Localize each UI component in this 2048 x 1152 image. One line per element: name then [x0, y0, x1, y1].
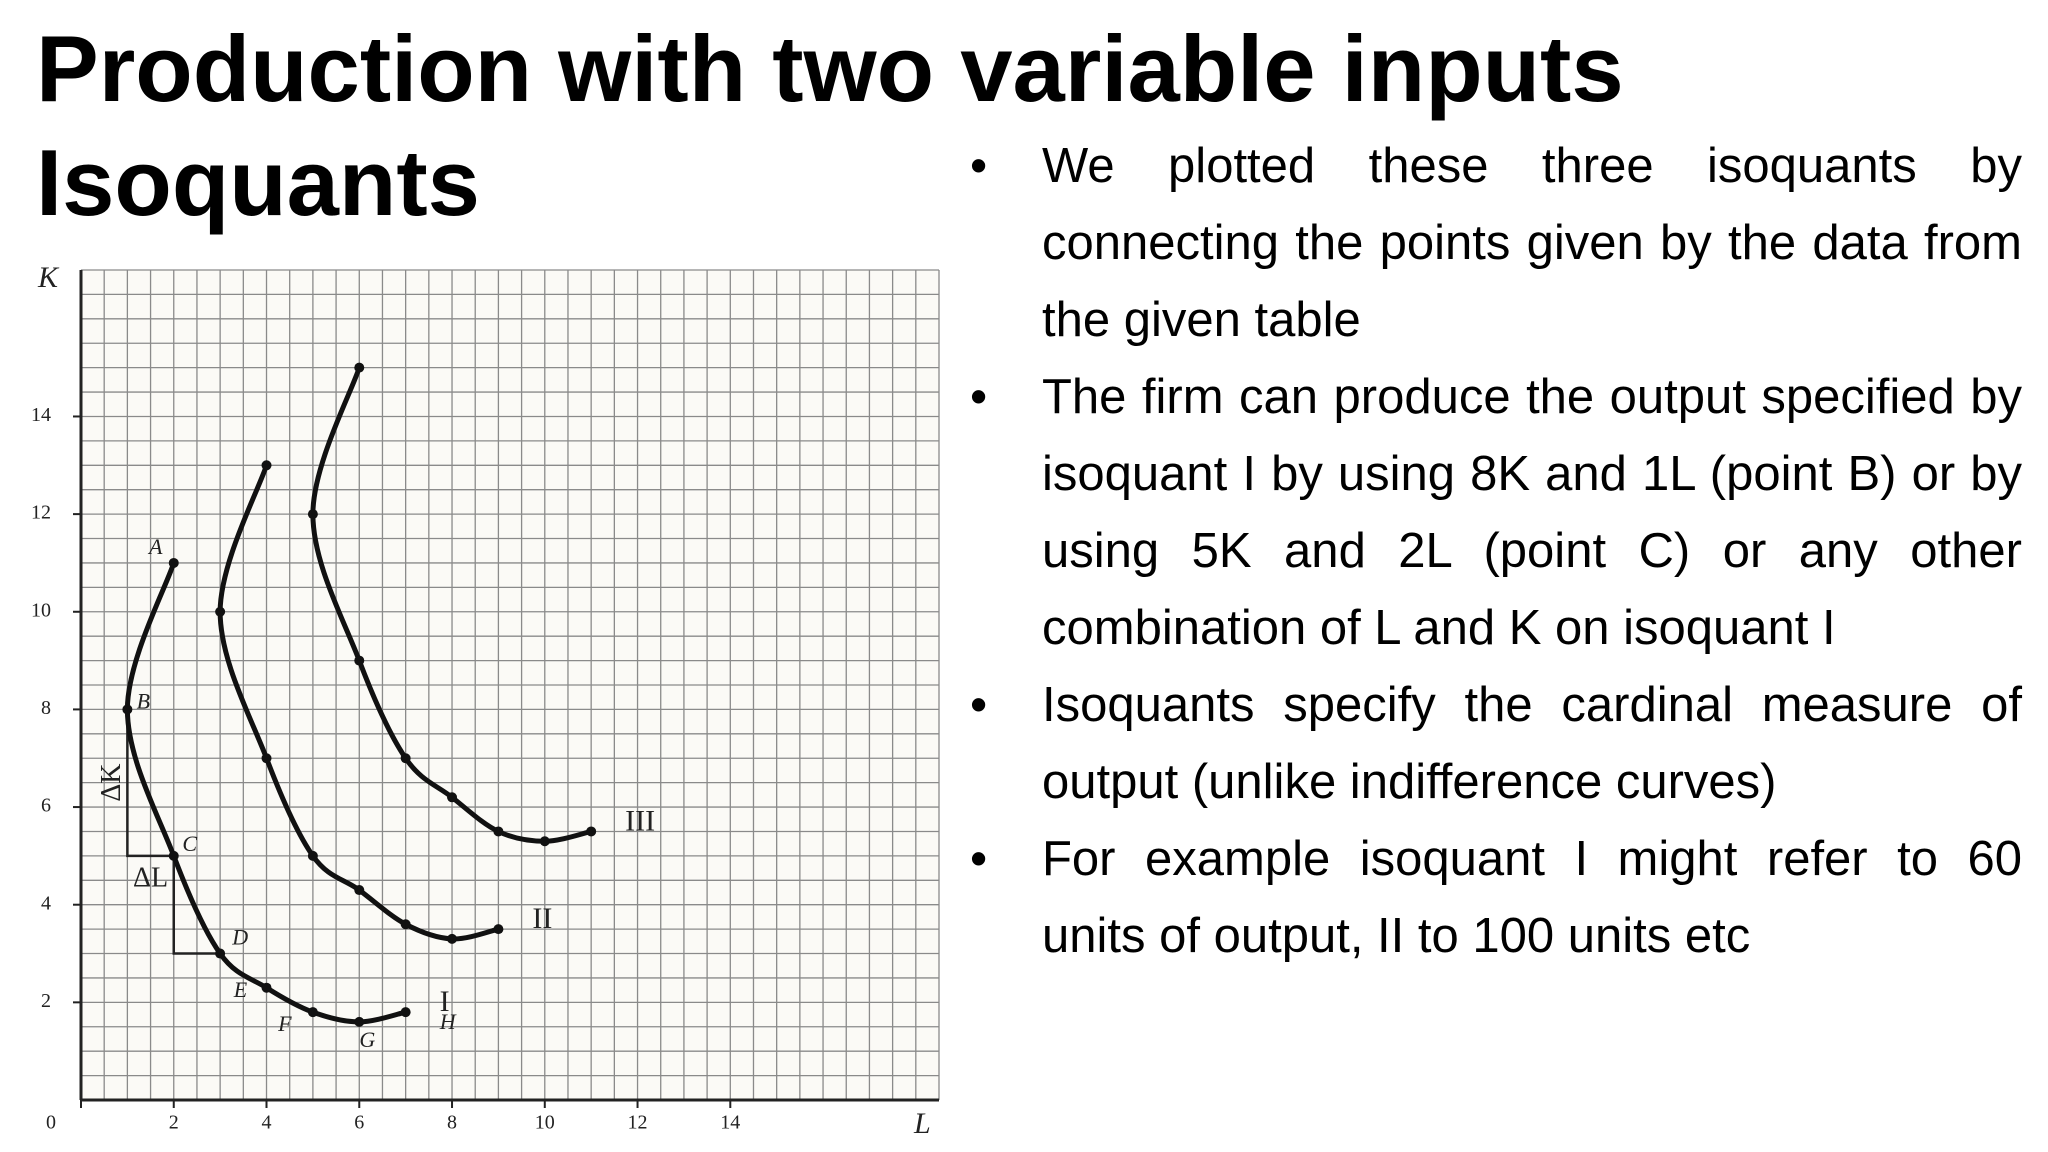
point-label: F — [277, 1011, 292, 1036]
point — [400, 753, 411, 764]
bullet-list: We plotted these three isoquants by conn… — [960, 128, 2022, 975]
curve-label: I — [440, 985, 450, 1018]
point — [261, 982, 272, 993]
annotation: ΔL — [133, 862, 168, 893]
y-tick-label: 8 — [41, 697, 51, 719]
point — [493, 826, 504, 837]
point — [354, 1016, 365, 1027]
curve-label: III — [625, 804, 655, 837]
y-tick-label: 14 — [31, 404, 51, 426]
y-tick-label: 12 — [31, 502, 51, 524]
y-tick-label: 2 — [41, 990, 51, 1012]
point — [261, 753, 272, 764]
slide-subtitle: Isoquants — [36, 130, 480, 235]
point — [447, 792, 458, 803]
x-tick-label: 14 — [720, 1112, 740, 1134]
point — [307, 850, 318, 861]
y-tick-label: 6 — [41, 795, 51, 817]
slide-title: Production with two variable inputs — [36, 16, 1624, 121]
point — [354, 885, 365, 896]
bullet: For example isoquant I might refer to 60… — [960, 821, 2022, 975]
chart: 0 2 4 6 8 10 12 142468101214LKΔKΔLABCDEFGHIIIII… — [31, 261, 940, 1140]
point — [215, 948, 226, 959]
point — [539, 836, 550, 847]
x-tick-label: 12 — [628, 1112, 648, 1134]
point — [400, 919, 411, 930]
point — [215, 606, 226, 617]
x-tick-label: 4 — [262, 1112, 272, 1134]
point — [586, 826, 597, 837]
x-tick-label: 10 — [535, 1112, 555, 1134]
curve-label: II — [532, 902, 552, 935]
point — [493, 924, 504, 935]
point-label: G — [359, 1027, 375, 1052]
point — [354, 655, 365, 666]
bullet: We plotted these three isoquants by conn… — [960, 128, 2022, 359]
point-label: D — [231, 925, 248, 950]
point-label: B — [137, 688, 150, 713]
point — [261, 460, 272, 471]
point — [400, 1007, 411, 1018]
bullet: Isoquants specify the cardinal measure o… — [960, 667, 2022, 821]
x-axis-label: L — [913, 1107, 931, 1140]
point-label: C — [182, 831, 197, 856]
point — [168, 850, 179, 861]
point — [307, 1007, 318, 1018]
bullet: The firm can produce the output specifie… — [960, 359, 2022, 667]
x-tick-label: 8 — [447, 1112, 457, 1134]
annotation: ΔK — [96, 764, 127, 802]
point — [307, 509, 318, 520]
point-label: A — [147, 534, 163, 559]
x-tick-label: 0 — [46, 1112, 56, 1134]
point — [447, 933, 458, 944]
point — [122, 704, 133, 715]
y-tick-label: 10 — [31, 599, 51, 621]
point-label: E — [233, 977, 248, 1002]
y-tick-label: 4 — [41, 892, 51, 914]
x-tick-label: 2 — [169, 1112, 179, 1134]
point — [354, 362, 365, 373]
x-tick-label: 6 — [354, 1112, 364, 1134]
y-axis-label: K — [37, 261, 60, 294]
point — [168, 557, 179, 568]
point-label: H — [439, 1009, 457, 1034]
